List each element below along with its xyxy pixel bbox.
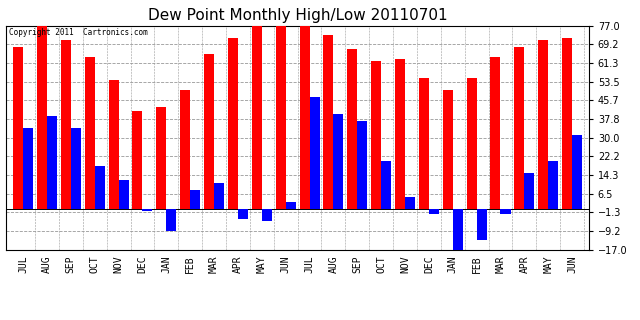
- Bar: [166, 209, 177, 230]
- Bar: [37, 26, 47, 209]
- Bar: [538, 40, 548, 209]
- Bar: [132, 111, 143, 209]
- Bar: [109, 80, 118, 209]
- Bar: [467, 78, 477, 209]
- Bar: [262, 209, 272, 221]
- Bar: [443, 90, 452, 209]
- Bar: [84, 57, 95, 209]
- Bar: [419, 78, 429, 209]
- Bar: [395, 59, 405, 209]
- Bar: [214, 183, 224, 209]
- Bar: [285, 202, 296, 209]
- Bar: [47, 116, 57, 209]
- Bar: [23, 128, 33, 209]
- Bar: [61, 40, 71, 209]
- Bar: [348, 49, 357, 209]
- Bar: [477, 209, 486, 240]
- Bar: [252, 26, 262, 209]
- Bar: [190, 190, 200, 209]
- Bar: [524, 173, 534, 209]
- Bar: [238, 209, 248, 219]
- Text: Copyright 2011  Cartronics.com: Copyright 2011 Cartronics.com: [10, 28, 148, 37]
- Bar: [357, 121, 367, 209]
- Bar: [71, 128, 81, 209]
- Bar: [515, 47, 524, 209]
- Bar: [500, 209, 511, 214]
- Bar: [118, 180, 129, 209]
- Bar: [548, 161, 558, 209]
- Title: Dew Point Monthly High/Low 20110701: Dew Point Monthly High/Low 20110701: [148, 8, 447, 23]
- Bar: [572, 135, 582, 209]
- Bar: [156, 107, 166, 209]
- Bar: [371, 61, 381, 209]
- Bar: [276, 26, 285, 209]
- Bar: [381, 161, 391, 209]
- Bar: [228, 37, 238, 209]
- Bar: [452, 209, 463, 250]
- Bar: [180, 90, 190, 209]
- Bar: [300, 26, 310, 209]
- Bar: [204, 54, 214, 209]
- Bar: [405, 197, 415, 209]
- Bar: [310, 97, 319, 209]
- Bar: [490, 57, 500, 209]
- Bar: [333, 114, 344, 209]
- Bar: [429, 209, 439, 214]
- Bar: [562, 37, 572, 209]
- Bar: [323, 35, 333, 209]
- Bar: [13, 47, 23, 209]
- Bar: [143, 209, 152, 212]
- Bar: [95, 166, 105, 209]
